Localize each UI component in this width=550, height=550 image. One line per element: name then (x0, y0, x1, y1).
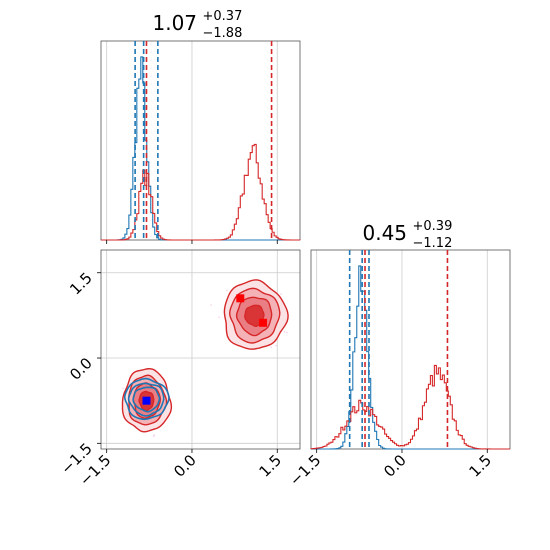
bl-sample-point (153, 434, 156, 436)
marginal-panel-param2: −1.5 0.0 1.5 0.45 +0.39 −1.12 (286, 219, 511, 490)
bl-marker-2 (259, 318, 268, 327)
bl-sample-point (283, 330, 286, 333)
br-xtick-label-0: −1.5 (286, 451, 324, 489)
tl-title-median: 1.07 (153, 11, 198, 35)
bl-marker-0 (142, 396, 151, 405)
br-xtick-label-1: 0.0 (380, 451, 410, 481)
br-xtick-label-2: 1.5 (465, 451, 495, 481)
bl-sample-point (122, 387, 124, 390)
joint-panel: −1.5−1.5 0.00.01.51.5 (57, 249, 301, 490)
bl-sample-point (270, 346, 273, 348)
br-title-plus: +0.39 (413, 219, 453, 234)
tl-title-minus: −1.88 (203, 26, 243, 41)
br-hist-blue (311, 265, 510, 450)
bl-xtick-label-1: 0.0 (170, 451, 200, 481)
marginal-panel-param1: 1.07 +0.37 −1.88 (100, 9, 301, 244)
bl-marker-1 (236, 294, 245, 303)
bl-blue-contour (127, 382, 165, 417)
tl-hist-red (101, 143, 300, 241)
br-frame (310, 249, 511, 450)
bl-xtick-label-2: 1.5 (255, 451, 285, 481)
bl-sample-point (286, 331, 288, 334)
bl-sample-point (275, 344, 277, 347)
tl-title-plus: +0.37 (203, 9, 243, 24)
bl-frame (100, 249, 301, 450)
tl-hist-blue (101, 56, 300, 241)
bl-ytick-label-1: 0.0 (66, 354, 96, 384)
bl-blue-contour (123, 377, 170, 421)
br-title-minus: −1.12 (413, 236, 453, 251)
bl-ytick-label-2: 1.5 (66, 269, 96, 299)
bl-sample-point (280, 293, 282, 295)
bl-blue-contour-mode-0 (123, 377, 170, 421)
br-hist-red (310, 364, 510, 450)
bl-sample-point (218, 316, 220, 319)
bl-sample-point (210, 304, 212, 306)
bl-sample-point (152, 435, 155, 437)
br-title-median: 0.45 (363, 221, 408, 245)
bl-sample-point (226, 289, 228, 292)
bl-blue-contour (132, 386, 161, 413)
bl-red-contour-mode-1 (223, 279, 289, 350)
